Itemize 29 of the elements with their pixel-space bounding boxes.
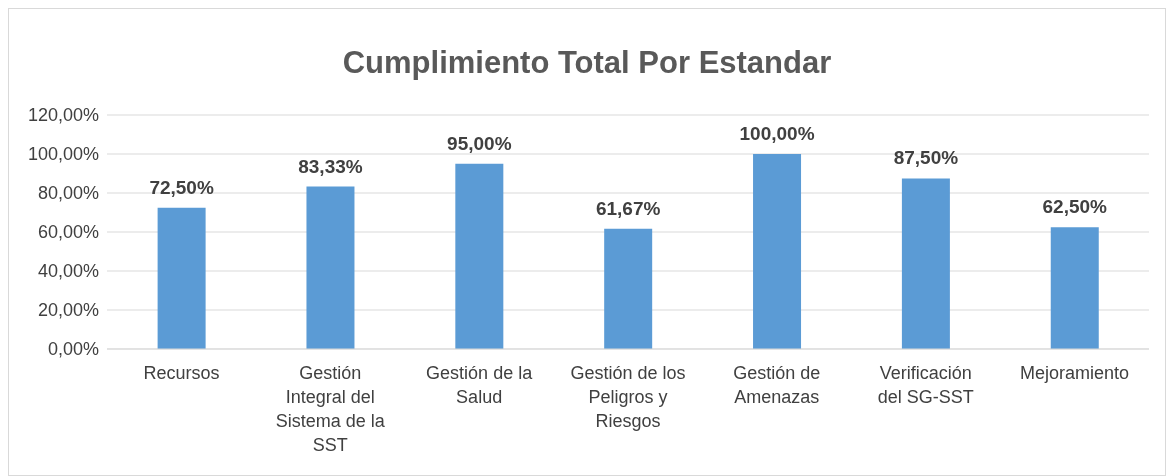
x-tick-label: Gestión de Amenazas (733, 363, 821, 407)
bar (455, 163, 504, 349)
y-tick-label: 60,00% (37, 222, 99, 243)
y-tick-label: 20,00% (37, 300, 99, 321)
y-tick-label: 40,00% (37, 261, 99, 282)
bar (753, 154, 802, 349)
data-label: 100,00% (739, 123, 815, 144)
data-label: 87,50% (893, 147, 959, 169)
bar (157, 207, 206, 349)
x-tick-label: Gestión de los Peligros y Riesgos (570, 363, 686, 431)
x-tick-label: Mejoramiento (1020, 363, 1130, 383)
chart-title: Cumplimiento Total Por Estandar (341, 44, 833, 82)
y-tick-label: 100,00% (27, 144, 99, 165)
x-tick-label: Gestión Integral del Sistema de la SST (275, 363, 386, 455)
data-label: 62,50% (1042, 196, 1108, 218)
data-label: 95,00% (447, 132, 512, 154)
x-tick-label: Verificación del SG-SST (877, 363, 974, 407)
bar (1050, 227, 1099, 349)
x-tick-label: Recursos (143, 363, 220, 383)
data-label: 61,67% (595, 197, 661, 219)
x-tick-label: Gestión de la Salud (426, 363, 534, 407)
data-label: 72,50% (149, 176, 214, 198)
y-tick-label: 120,00% (27, 105, 99, 126)
y-tick-label: 0,00% (47, 339, 99, 360)
bar (604, 228, 653, 349)
y-tick-label: 80,00% (37, 183, 99, 204)
bar (306, 186, 355, 349)
bar (901, 178, 950, 349)
data-label: 83,33% (298, 155, 363, 177)
